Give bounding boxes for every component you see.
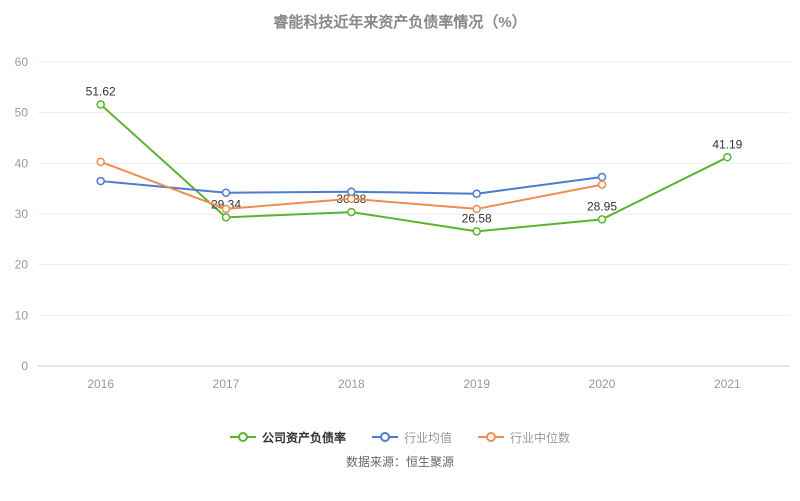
svg-text:50: 50 (15, 106, 29, 120)
svg-text:30: 30 (15, 207, 29, 221)
svg-text:60: 60 (15, 55, 29, 69)
svg-text:26.58: 26.58 (462, 211, 492, 225)
data-source: 数据来源：恒生聚源 (345, 455, 454, 469)
legend-label: 行业中位数 (510, 430, 571, 445)
legend-item-industry-median[interactable]: 行业中位数 (478, 429, 570, 446)
svg-text:2018: 2018 (338, 377, 365, 391)
line-chart: 0 10 20 30 40 50 60 2016 2017 2018 2019 2020 2021 51.… (15, 55, 790, 391)
line-circle-marker-icon (371, 431, 398, 443)
line-circle-marker-icon (478, 431, 504, 443)
svg-text:28.95: 28.95 (587, 199, 617, 213)
svg-text:51.62: 51.62 (86, 84, 116, 98)
legend-label: 公司资产负债率 (261, 430, 346, 445)
svg-text:41.19: 41.19 (712, 137, 742, 151)
svg-text:2021: 2021 (714, 377, 741, 391)
svg-text:0: 0 (21, 359, 28, 373)
svg-text:2020: 2020 (589, 377, 616, 391)
line-circle-marker-icon (229, 431, 256, 443)
chart-legend: 公司资产负债率 行业均值 行业中位数 (0, 427, 800, 447)
legend-item-industry-average[interactable]: 行业均值 (371, 429, 452, 446)
svg-text:10: 10 (15, 308, 29, 322)
svg-text:2016: 2016 (87, 377, 114, 391)
svg-text:2017: 2017 (213, 377, 240, 391)
legend-item-company-ratio[interactable]: 公司资产负债率 (229, 429, 346, 446)
svg-text:2019: 2019 (463, 377, 490, 391)
chart-title: 睿能科技近年来资产负债率情况（%） (273, 14, 527, 31)
svg-text:20: 20 (15, 258, 29, 272)
svg-text:40: 40 (15, 156, 29, 170)
legend-label: 行业均值 (403, 430, 452, 445)
